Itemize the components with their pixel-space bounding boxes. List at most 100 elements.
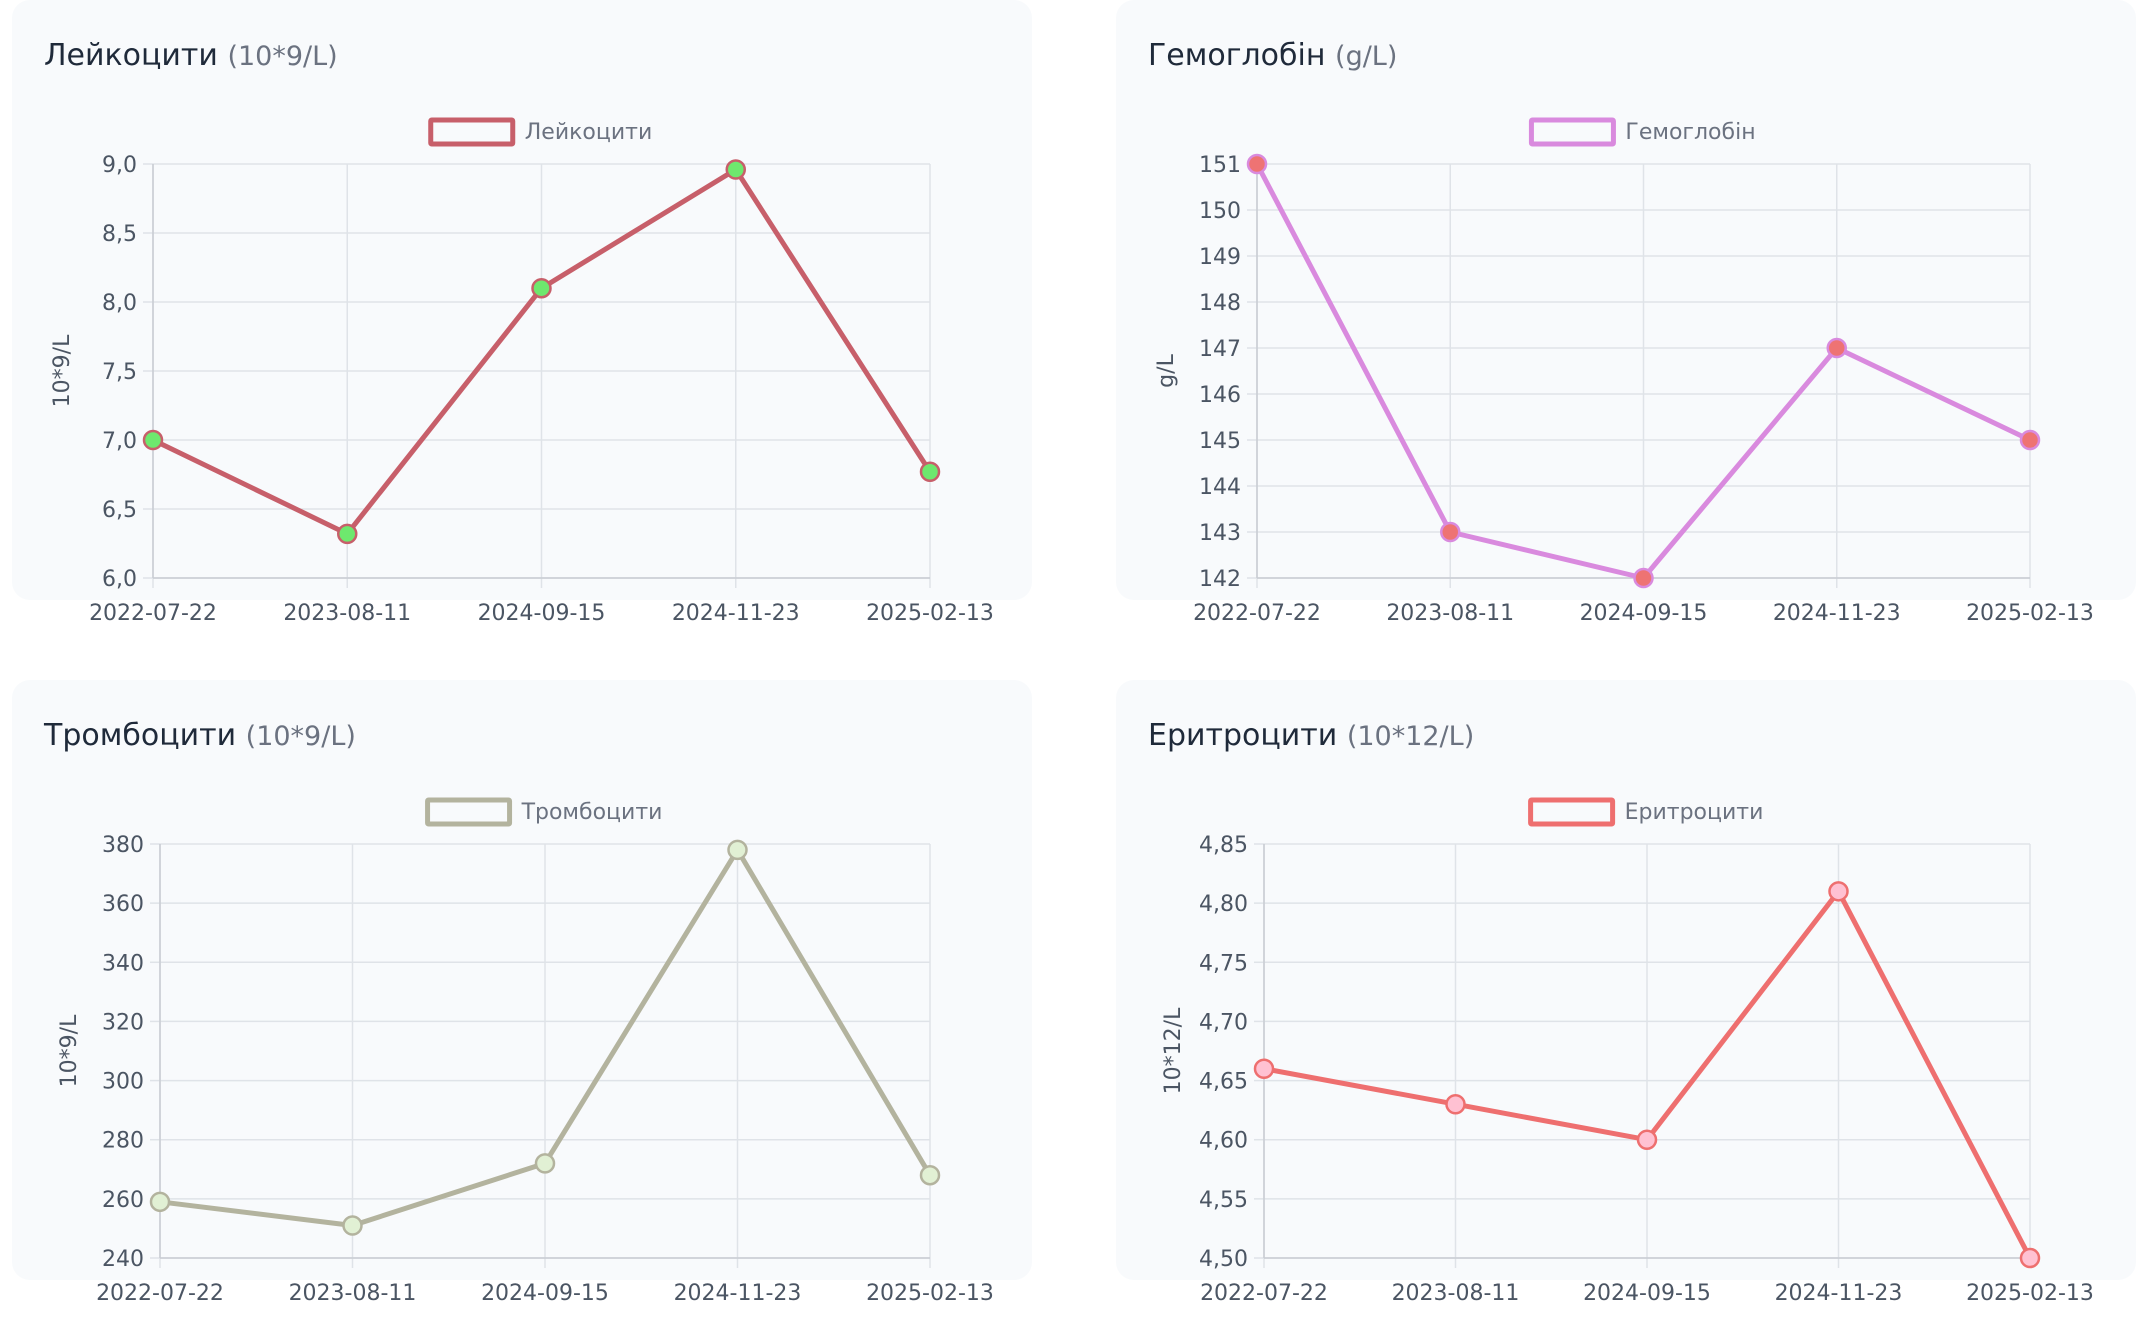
legend-label: Гемоглобін xyxy=(1625,120,1755,145)
y-tick-label: 146 xyxy=(1199,383,1241,408)
legend-label: Тромбоцити xyxy=(521,800,663,825)
data-point xyxy=(342,1215,363,1236)
legend-swatch xyxy=(1528,797,1616,827)
legend-label: Еритроцити xyxy=(1625,800,1764,825)
data-point xyxy=(534,1153,556,1174)
y-tick-label: 320 xyxy=(102,1010,144,1035)
y-tick-label: 4,85 xyxy=(1199,833,1248,858)
x-tick-label: 2024-11-23 xyxy=(1775,1281,1903,1306)
x-tick-label: 2025-02-13 xyxy=(1966,601,2094,626)
y-tick-label: 4,50 xyxy=(1199,1247,1248,1272)
data-point xyxy=(1636,1129,1658,1150)
data-point xyxy=(1445,1093,1466,1115)
x-tick-label: 2023-08-11 xyxy=(1386,601,1514,626)
y-tick-label: 8,0 xyxy=(102,291,137,316)
chart-card-hemoglobin: Гемоглобін (g/L) 142 143 144 145 146 147 148 14… xyxy=(1116,0,2136,626)
data-point xyxy=(531,277,552,299)
y-tick-label: 6,0 xyxy=(102,567,137,592)
chart-title: Гемоглобін (g/L) xyxy=(1148,38,1397,73)
x-tick-label: 2025-02-13 xyxy=(866,601,994,626)
data-point xyxy=(1440,521,1461,543)
x-tick-label: 2023-08-11 xyxy=(1392,1281,1520,1306)
y-axis-title: 10*9/L xyxy=(50,334,75,407)
legend-swatch xyxy=(425,797,513,827)
chart-title-unit: (10*9/L) xyxy=(245,721,356,752)
y-tick-label: 300 xyxy=(102,1070,144,1095)
y-tick-label: 149 xyxy=(1199,245,1241,270)
data-point xyxy=(1246,153,1268,175)
x-tick-label: 2024-09-15 xyxy=(1583,1281,1711,1306)
y-tick-label: 260 xyxy=(102,1188,144,1213)
data-point xyxy=(2019,1247,2041,1269)
data-point xyxy=(1826,337,1847,359)
y-tick-label: 340 xyxy=(102,951,144,976)
x-tick-label: 2025-02-13 xyxy=(1966,1281,2094,1306)
y-tick-label: 280 xyxy=(102,1129,144,1154)
y-tick-label: 6,5 xyxy=(102,498,137,523)
line-chart-hemoglobin: 142 143 144 145 146 147 148 149 150 151 2022-07-22… xyxy=(1154,117,2094,626)
x-tick-label: 2024-09-15 xyxy=(1580,601,1708,626)
x-tick-label: 2024-09-15 xyxy=(478,601,606,626)
data-point xyxy=(919,461,941,482)
y-axis-title: g/L xyxy=(1154,353,1179,387)
data-point xyxy=(725,159,746,180)
legend-label: Лейкоцити xyxy=(525,120,653,145)
y-tick-label: 7,0 xyxy=(102,429,137,454)
y-tick-label: 4,55 xyxy=(1199,1188,1248,1213)
x-tick-label: 2025-02-13 xyxy=(866,1281,994,1306)
y-tick-label: 7,5 xyxy=(102,360,137,385)
y-axis-title: 10*9/L xyxy=(57,1014,82,1087)
data-point xyxy=(1633,567,1654,589)
data-point xyxy=(727,839,748,861)
chart-title-name: Еритроцити xyxy=(1148,718,1338,753)
x-tick-label: 2022-07-22 xyxy=(89,601,217,626)
x-tick-label: 2024-11-23 xyxy=(1773,601,1901,626)
chart-title: Лейкоцити (10*9/L) xyxy=(44,38,338,73)
line-chart-leukocytes: 6,0 6,5 7,0 7,5 8,0 8,5 9,0 2022-07-22 2023-08-1… xyxy=(50,117,994,626)
data-point xyxy=(1828,881,1849,902)
y-tick-label: 144 xyxy=(1199,475,1241,500)
y-tick-label: 4,80 xyxy=(1199,892,1248,917)
y-tick-label: 4,65 xyxy=(1199,1070,1248,1095)
y-tick-label: 143 xyxy=(1199,521,1241,546)
x-tick-label: 2022-07-22 xyxy=(96,1281,224,1306)
chart-title: Тромбоцити (10*9/L) xyxy=(44,718,356,753)
legend-swatch xyxy=(1528,117,1616,147)
y-tick-label: 380 xyxy=(102,833,144,858)
x-tick-label: 2022-07-22 xyxy=(1193,601,1321,626)
x-tick-label: 2023-08-11 xyxy=(289,1281,417,1306)
y-tick-label: 4,75 xyxy=(1199,951,1248,976)
chart-title-unit: (10*12/L) xyxy=(1346,721,1475,752)
chart-title: Еритроцити (10*12/L) xyxy=(1148,718,1474,753)
x-tick-label: 2023-08-11 xyxy=(283,601,411,626)
line-chart-platelets: 240 260 280 300 320 340 360 380 2022-07-22 2023-0… xyxy=(57,797,994,1306)
y-tick-label: 148 xyxy=(1199,291,1241,316)
data-point xyxy=(2019,429,2041,451)
x-tick-label: 2024-09-15 xyxy=(481,1281,609,1306)
y-axis-title: 10*12/L xyxy=(1161,1007,1186,1094)
chart-card-leukocytes: Лейкоцити (10*9/L) 6,0 6,5 7,0 7,5 8,0 8,5 9,0… xyxy=(12,0,1032,626)
y-tick-label: 240 xyxy=(102,1247,144,1272)
data-point xyxy=(919,1164,941,1186)
data-point xyxy=(149,1191,171,1213)
chart-title-name: Тромбоцити xyxy=(44,718,237,753)
y-tick-label: 147 xyxy=(1199,337,1241,362)
y-tick-label: 4,70 xyxy=(1199,1010,1248,1035)
data-point xyxy=(337,523,358,545)
chart-title-name: Лейкоцити xyxy=(44,38,218,73)
x-tick-label: 2022-07-22 xyxy=(1200,1281,1328,1306)
y-tick-label: 4,60 xyxy=(1199,1129,1248,1154)
legend-swatch xyxy=(428,117,516,147)
chart-title-name: Гемоглобін xyxy=(1148,38,1326,73)
y-tick-label: 151 xyxy=(1199,153,1241,178)
y-tick-label: 9,0 xyxy=(102,153,137,178)
y-tick-label: 142 xyxy=(1199,567,1241,592)
chart-card-platelets: Тромбоцити (10*9/L) 240 260 280 300 320 340 36… xyxy=(12,680,1032,1306)
y-tick-label: 150 xyxy=(1199,199,1241,224)
y-tick-label: 8,5 xyxy=(102,222,137,247)
x-tick-label: 2024-11-23 xyxy=(674,1281,802,1306)
data-point xyxy=(142,429,164,451)
y-tick-label: 360 xyxy=(102,892,144,917)
x-tick-label: 2024-11-23 xyxy=(672,601,800,626)
chart-title-unit: (g/L) xyxy=(1335,41,1398,72)
